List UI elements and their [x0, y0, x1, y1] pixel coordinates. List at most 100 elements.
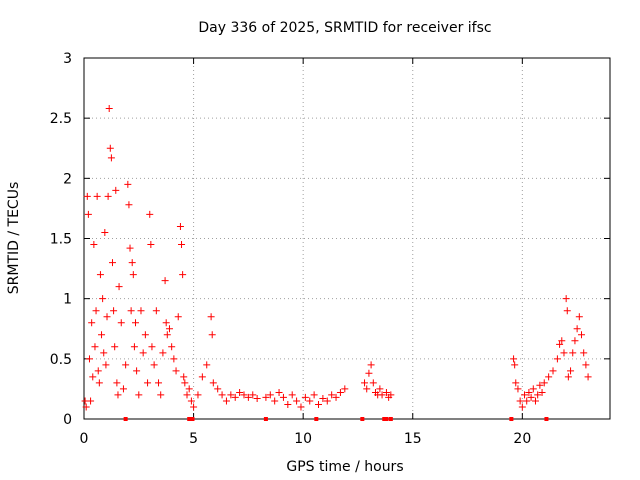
data-point — [105, 105, 113, 113]
data-point — [516, 397, 524, 405]
data-point — [119, 385, 127, 393]
data-point — [130, 343, 138, 351]
data-point — [94, 367, 102, 375]
data-point — [176, 222, 184, 230]
data-point — [521, 391, 529, 399]
data-point — [580, 349, 588, 357]
data-point — [174, 313, 182, 321]
data-point — [111, 343, 119, 351]
data-point — [563, 307, 571, 315]
data-point — [288, 391, 296, 399]
zero-marker — [314, 417, 319, 421]
data-point — [89, 373, 97, 381]
data-point — [573, 325, 581, 333]
data-point — [323, 397, 331, 405]
axis-ticks: 0 0.5 1 1.5 2 2.5 3 0 5 10 15 20 — [50, 51, 610, 447]
data-point — [183, 391, 191, 399]
data-point — [511, 361, 519, 369]
data-point — [369, 379, 377, 387]
data-point — [365, 369, 373, 377]
data-point — [534, 391, 542, 399]
data-point — [135, 391, 143, 399]
zero-marker — [190, 417, 195, 421]
data-point — [367, 361, 375, 369]
data-point — [155, 379, 163, 387]
data-point — [545, 373, 553, 381]
data-point — [181, 379, 189, 387]
data-point — [262, 393, 270, 401]
data-point — [310, 391, 318, 399]
data-point — [132, 319, 140, 327]
data-point — [163, 331, 171, 339]
data-point — [536, 381, 544, 389]
data-point — [553, 355, 561, 363]
data-point — [84, 210, 92, 218]
data-point — [341, 385, 349, 393]
data-point — [170, 355, 178, 363]
data-point — [531, 397, 539, 405]
data-point — [575, 313, 583, 321]
data-point — [133, 367, 141, 375]
zero-marker — [123, 417, 128, 421]
data-point — [165, 325, 173, 333]
data-point — [126, 244, 134, 252]
data-point — [275, 389, 283, 397]
data-point — [529, 385, 537, 393]
zero-marker — [263, 417, 268, 421]
data-point — [87, 397, 95, 405]
data-point — [172, 367, 180, 375]
data-point — [271, 397, 279, 405]
data-point — [187, 397, 195, 405]
data-point — [90, 241, 98, 249]
data-point — [96, 271, 104, 279]
data-point — [198, 373, 206, 381]
data-point — [284, 401, 292, 409]
zero-marker — [509, 417, 514, 421]
x-tick-label: 20 — [513, 431, 531, 447]
data-point — [157, 391, 165, 399]
data-point — [336, 389, 344, 397]
data-point — [582, 361, 590, 369]
data-point — [222, 397, 230, 405]
x-axis-label: GPS time / hours — [286, 459, 403, 475]
data-point — [106, 144, 114, 152]
data-point — [249, 391, 257, 399]
data-point — [99, 295, 107, 303]
data-point — [178, 241, 186, 249]
data-point — [578, 331, 586, 339]
zero-marker — [360, 417, 365, 421]
data-point — [527, 393, 535, 401]
data-point — [512, 379, 520, 387]
data-point — [103, 313, 111, 321]
data-point — [83, 192, 91, 200]
data-point — [382, 389, 390, 397]
data-point — [209, 379, 217, 387]
data-point — [510, 355, 518, 363]
x-tick-label: 10 — [294, 431, 312, 447]
zero-marker — [388, 417, 393, 421]
zero-marker — [544, 417, 549, 421]
data-point — [107, 154, 115, 162]
data-point — [584, 373, 592, 381]
data-point — [124, 180, 132, 188]
data-point — [525, 389, 533, 397]
y-axis-label: SRMTID / TECUs — [6, 182, 22, 295]
data-point — [556, 340, 564, 348]
data-point — [161, 277, 169, 285]
data-point — [564, 373, 572, 381]
data-point — [113, 379, 121, 387]
data-point — [110, 307, 118, 315]
data-point — [218, 391, 226, 399]
y-tick-label: 1.5 — [50, 232, 72, 248]
y-tick-label: 2 — [63, 171, 72, 187]
data-point — [306, 397, 314, 405]
data-point — [125, 201, 133, 209]
data-point — [240, 391, 248, 399]
y-tick-label: 3 — [63, 51, 72, 67]
data-point — [361, 379, 369, 387]
data-point — [128, 259, 136, 267]
data-point — [85, 355, 93, 363]
data-point — [168, 343, 176, 351]
